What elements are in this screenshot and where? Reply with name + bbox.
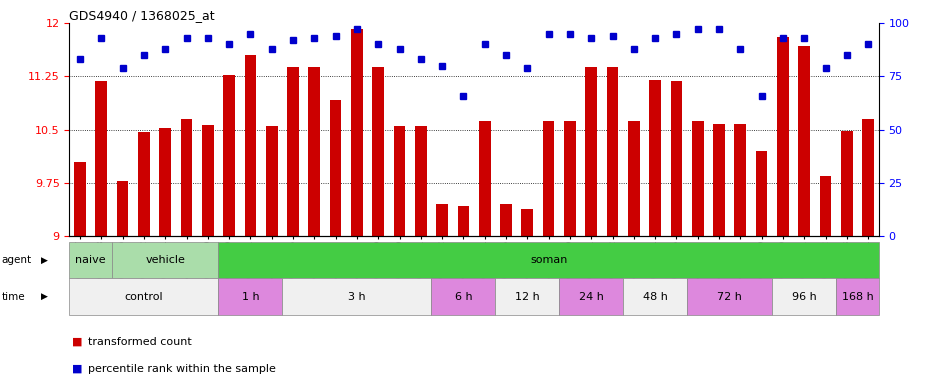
Bar xyxy=(560,278,623,315)
Bar xyxy=(623,278,687,315)
Bar xyxy=(329,100,341,236)
Bar xyxy=(862,119,874,236)
Bar xyxy=(287,67,299,236)
Bar xyxy=(69,242,112,278)
Bar xyxy=(69,278,218,315)
Bar xyxy=(202,125,214,236)
Text: ■: ■ xyxy=(72,337,82,347)
Bar xyxy=(282,278,431,315)
Bar xyxy=(777,37,789,236)
Text: soman: soman xyxy=(530,255,567,265)
Bar xyxy=(138,132,150,236)
Bar xyxy=(496,278,560,315)
Text: percentile rank within the sample: percentile rank within the sample xyxy=(88,364,276,374)
Bar xyxy=(352,29,363,236)
Text: 24 h: 24 h xyxy=(579,291,604,302)
Text: 12 h: 12 h xyxy=(515,291,539,302)
Bar xyxy=(218,278,282,315)
Text: 3 h: 3 h xyxy=(348,291,365,302)
Bar xyxy=(607,67,619,236)
Bar xyxy=(373,67,384,236)
Bar xyxy=(500,204,512,236)
Bar xyxy=(265,126,278,236)
Bar xyxy=(479,121,490,236)
Text: time: time xyxy=(2,292,26,302)
Bar xyxy=(671,81,683,236)
Text: ▶: ▶ xyxy=(41,292,47,301)
Text: ▶: ▶ xyxy=(41,256,47,265)
Bar xyxy=(112,242,218,278)
Text: 48 h: 48 h xyxy=(643,291,668,302)
Bar xyxy=(628,121,640,236)
Bar xyxy=(159,128,171,236)
Text: 168 h: 168 h xyxy=(842,291,873,302)
Bar xyxy=(308,67,320,236)
Bar xyxy=(415,126,426,236)
Text: 96 h: 96 h xyxy=(792,291,817,302)
Text: agent: agent xyxy=(2,255,32,265)
Bar xyxy=(820,176,832,236)
Text: naive: naive xyxy=(75,255,106,265)
Bar xyxy=(734,124,746,236)
Bar xyxy=(772,278,836,315)
Bar xyxy=(244,55,256,236)
Bar xyxy=(756,151,768,236)
Bar xyxy=(713,124,725,236)
Text: ■: ■ xyxy=(72,364,82,374)
Bar xyxy=(687,278,772,315)
Bar xyxy=(431,278,496,315)
Text: control: control xyxy=(125,291,163,302)
Bar xyxy=(836,278,879,315)
Bar xyxy=(218,242,879,278)
Text: 72 h: 72 h xyxy=(717,291,742,302)
Bar xyxy=(394,126,405,236)
Bar xyxy=(543,121,554,236)
Bar xyxy=(798,46,810,236)
Text: 6 h: 6 h xyxy=(454,291,473,302)
Bar xyxy=(692,121,704,236)
Text: 1 h: 1 h xyxy=(241,291,259,302)
Text: GDS4940 / 1368025_at: GDS4940 / 1368025_at xyxy=(69,9,215,22)
Bar xyxy=(95,81,107,236)
Bar xyxy=(223,75,235,236)
Bar xyxy=(180,119,192,236)
Bar xyxy=(649,80,661,236)
Text: transformed count: transformed count xyxy=(88,337,191,347)
Bar xyxy=(117,181,129,236)
Bar xyxy=(841,131,853,236)
Text: vehicle: vehicle xyxy=(145,255,185,265)
Bar xyxy=(74,162,86,236)
Bar xyxy=(522,209,533,236)
Bar xyxy=(564,121,575,236)
Bar xyxy=(586,67,597,236)
Bar xyxy=(437,204,448,236)
Bar xyxy=(458,206,469,236)
